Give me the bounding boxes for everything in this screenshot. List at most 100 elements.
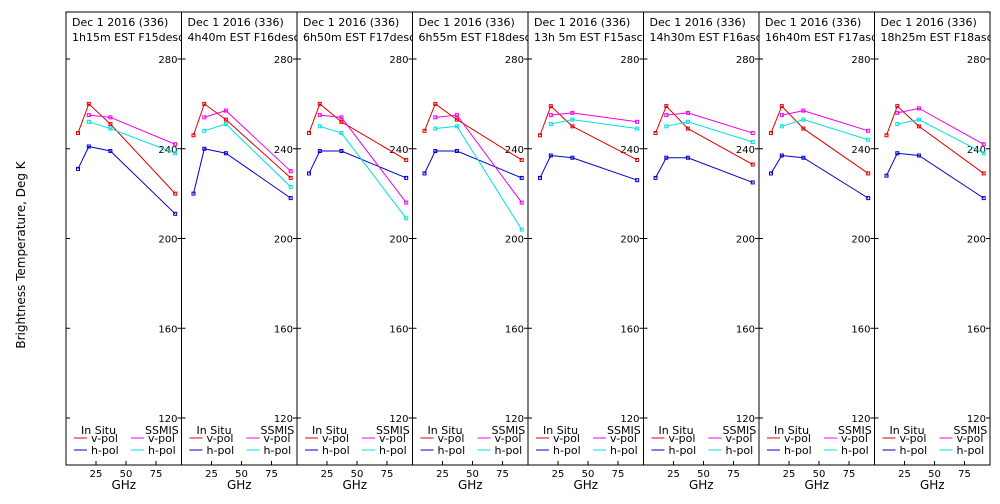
x-axis-label: GHz: [227, 478, 252, 492]
legend-in-situ: In Situ: [81, 424, 116, 437]
y-tick-label: 280: [851, 55, 870, 66]
y-tick-label: 200: [967, 235, 986, 246]
data-point: [981, 171, 986, 176]
data-point: [769, 131, 773, 136]
legend-entry: h-pol: [957, 444, 985, 457]
legend-entry: h-pol: [669, 444, 697, 457]
legend-entry: v-pol: [669, 432, 696, 445]
x-tick-label: 75: [727, 469, 740, 480]
panel-title: Dec 1 2016 (336): [534, 16, 630, 29]
y-tick-label: 200: [851, 235, 870, 246]
y-tick-label: 160: [736, 324, 755, 335]
data-point: [519, 157, 524, 162]
data-point: [76, 166, 80, 171]
data-point: [173, 211, 178, 216]
data-point: [307, 131, 311, 136]
legend-entry: v-pol: [379, 432, 406, 445]
y-tick-label: 160: [967, 324, 986, 335]
y-tick-label: 280: [620, 55, 639, 66]
data-point: [307, 171, 311, 176]
series-line-insitu-h-pol: [308, 150, 407, 179]
y-tick-label: 200: [158, 235, 177, 246]
data-point: [548, 122, 553, 127]
legend-ssmis: SSMIS: [838, 424, 872, 437]
x-tick-label: 75: [843, 469, 856, 480]
data-point: [538, 133, 542, 138]
data-point: [288, 175, 293, 180]
data-point: [202, 128, 207, 133]
data-point: [433, 101, 438, 106]
legend-entry: v-pol: [610, 432, 637, 445]
legend-entry: h-pol: [841, 444, 869, 457]
data-point: [191, 133, 196, 138]
data-point: [866, 128, 871, 133]
data-point: [653, 131, 658, 136]
series-line-ssmis-h-pol: [897, 119, 984, 154]
data-point: [454, 148, 459, 153]
y-tick-label: 240: [620, 145, 639, 156]
y-tick-label: 280: [389, 55, 408, 66]
series-line-ssmis-h-pol: [319, 125, 407, 219]
data-point: [86, 113, 91, 118]
y-tick-label: 160: [851, 324, 870, 335]
series-line-ssmis-h-pol: [781, 119, 869, 141]
series-line-ssmis-h-pol: [666, 121, 753, 143]
data-point: [433, 126, 438, 131]
legend-entry: v-pol: [438, 432, 465, 445]
legend-ssmis: SSMIS: [723, 424, 757, 437]
x-axis-label: GHz: [111, 478, 136, 492]
y-tick-label: 200: [389, 235, 408, 246]
panel-6: Dec 1 2016 (336) 14h30m EST F16asc 120 160 2…: [643, 11, 760, 492]
x-tick-label: 50: [582, 469, 595, 480]
legend-entry: h-pol: [91, 444, 119, 457]
data-point: [317, 113, 322, 118]
y-tick-label: 200: [736, 235, 755, 246]
data-point: [519, 200, 524, 205]
data-point: [981, 142, 986, 147]
data-point: [339, 131, 344, 136]
x-axis-label: GHz: [804, 478, 829, 492]
panel-title: Dec 1 2016 (336): [419, 16, 515, 29]
y-tick-label: 120: [736, 414, 755, 425]
data-point: [750, 140, 755, 145]
series-line-insitu-h-pol: [770, 154, 869, 199]
data-point: [570, 117, 575, 122]
data-point: [86, 101, 91, 106]
series-line-ssmis-v-pol: [666, 112, 753, 134]
data-point: [223, 108, 228, 113]
series-line-insitu-h-pol: [77, 145, 176, 215]
y-tick-label: 280: [967, 55, 986, 66]
series-line-insitu-h-pol: [193, 148, 291, 199]
panel-title: Dec 1 2016 (336): [188, 16, 284, 29]
legend-entry: v-pol: [553, 432, 580, 445]
data-point: [202, 101, 207, 106]
data-point: [223, 122, 228, 127]
x-axis-label: GHz: [920, 478, 945, 492]
data-point: [454, 124, 459, 129]
data-point: [635, 119, 640, 124]
panel-7: Dec 1 2016 (336) 16h40m EST F17asc 120 160 2…: [758, 11, 875, 492]
x-tick-label: 75: [496, 469, 509, 480]
panel-2: Dec 1 2016 (336) 4h40m EST F16desc 120 160 2…: [181, 11, 298, 492]
y-tick-label: 120: [389, 414, 408, 425]
data-point: [404, 200, 409, 205]
series-line-insitu-h-pol: [539, 154, 638, 181]
data-point: [86, 144, 91, 149]
data-point: [916, 117, 921, 122]
panel-title: Dec 1 2016 (336): [303, 16, 399, 29]
panel-subtitle: 18h25m EST F18asc: [881, 31, 993, 44]
panel-title: Dec 1 2016 (336): [881, 16, 977, 29]
series-line-insitu-h-pol: [424, 150, 522, 179]
y-tick-label: 120: [851, 414, 870, 425]
series-line-insitu-v-pol: [539, 105, 638, 161]
data-point: [288, 196, 293, 201]
legend-in-situ: In Situ: [890, 424, 925, 437]
data-point: [108, 115, 113, 120]
data-point: [779, 104, 784, 109]
y-tick-label: 240: [389, 145, 408, 156]
y-tick-label: 240: [736, 145, 755, 156]
x-tick-label: 25: [552, 469, 565, 480]
